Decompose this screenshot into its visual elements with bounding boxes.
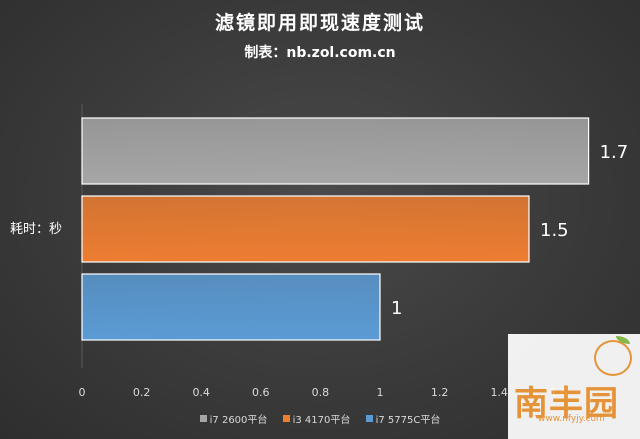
legend-swatch	[282, 415, 290, 422]
legend-item-i3-4170: i3 4170平台	[282, 411, 350, 426]
data-label-0: 1.7	[600, 142, 629, 163]
bar-0	[81, 117, 590, 185]
legend-swatch	[199, 415, 207, 422]
bar-2	[81, 273, 381, 341]
x-tick-label: 0.8	[312, 386, 330, 399]
leaf-icon	[616, 336, 630, 344]
y-axis-label: 耗时：秒	[10, 222, 63, 237]
x-tick-label: 1.4	[490, 386, 508, 399]
x-tick-label: 1	[377, 386, 384, 399]
legend-swatch	[365, 415, 373, 422]
watermark-text: 南丰园	[514, 384, 619, 424]
watermark-url: www.nfyjy.com	[538, 414, 605, 424]
legend-item-i7-5775c: i7 5775C平台	[365, 411, 440, 426]
data-label-2: 1	[391, 298, 402, 319]
data-label-1: 1.5	[540, 220, 569, 241]
x-tick-label: 1.2	[431, 386, 449, 399]
chart-subtitle: 制表：nb.zol.com.cn	[244, 45, 396, 61]
peach-icon	[594, 340, 632, 376]
legend-item-i7-2600: i7 2600平台	[199, 411, 267, 426]
x-tick-label: 0.4	[192, 386, 210, 399]
legend: i7 2600平台 i3 4170平台 i7 5775C平台	[0, 411, 640, 426]
watermark-logo: 南丰园 www.nfyjy.com	[508, 334, 640, 439]
chart-title: 滤镜即用即现速度测试	[214, 12, 425, 34]
bar-1	[81, 195, 530, 263]
x-tick-label: 0	[79, 386, 86, 399]
x-tick-label: 0.2	[133, 386, 151, 399]
x-tick-label: 0.6	[252, 386, 270, 399]
